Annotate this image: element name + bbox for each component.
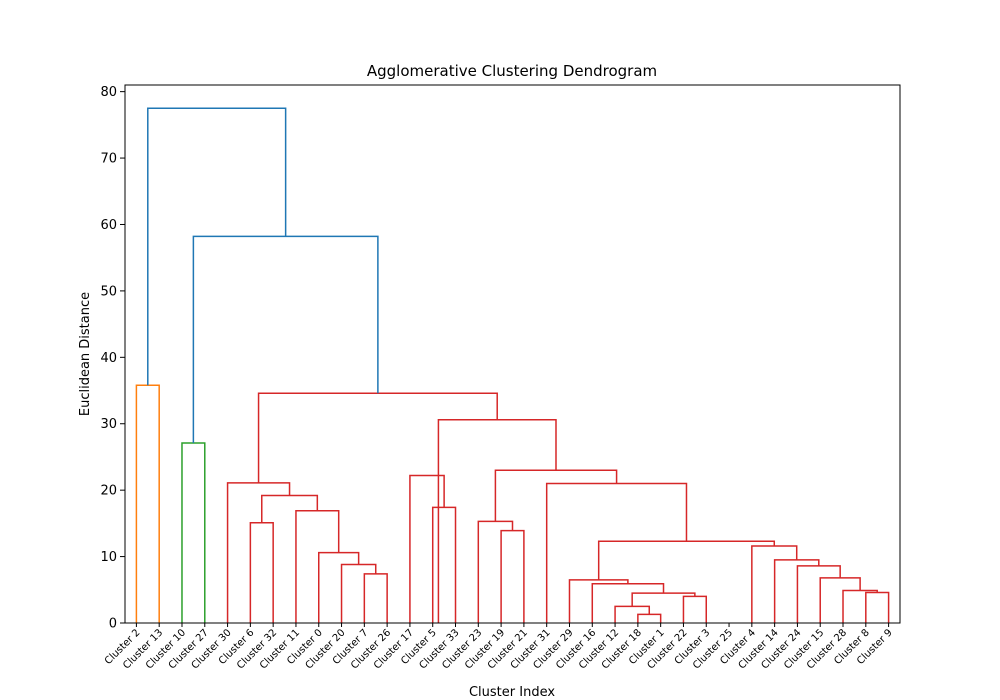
dendrogram-link	[568, 579, 629, 623]
dendrogram-link	[226, 482, 291, 623]
dendrogram-link	[477, 520, 514, 623]
y-tick-label: 10	[100, 550, 117, 565]
dendrogram-link	[192, 235, 379, 444]
plot-frame	[124, 84, 901, 624]
dendrogram-link	[249, 521, 274, 623]
dendrogram-link	[437, 419, 557, 623]
dendrogram-link	[682, 595, 707, 623]
dendrogram-link	[796, 565, 841, 623]
chart-title: Agglomerative Clustering Dendrogram	[367, 62, 657, 80]
y-tick-label: 80	[100, 85, 117, 100]
dendrogram-link	[494, 469, 618, 522]
dendrogram-link	[819, 577, 861, 623]
y-axis: 0 10 20 30 40 50 60 70 80	[100, 85, 125, 632]
y-tick-label: 0	[109, 617, 117, 632]
dendrogram-link	[181, 442, 206, 623]
dendrogram-links	[135, 107, 890, 623]
dendrogram-link	[431, 506, 457, 623]
y-tick-label: 50	[100, 284, 117, 299]
dendrogram-link	[257, 392, 498, 483]
dendrogram-link	[545, 482, 688, 623]
y-tick-label: 60	[100, 218, 117, 233]
dendrogram-link	[409, 474, 445, 623]
y-tick-label: 30	[100, 417, 117, 432]
dendrogram-link	[631, 592, 696, 607]
x-axis-label: Cluster Index	[469, 685, 555, 700]
dendrogram-link	[135, 384, 160, 623]
dendrogram-link	[500, 529, 525, 623]
dendrogram-link	[147, 107, 287, 386]
y-tick-label: 70	[100, 152, 117, 167]
dendrogram-link	[363, 573, 388, 623]
dendrogram-link	[295, 510, 340, 623]
dendrogram-link	[865, 591, 890, 623]
dendrogram-link	[637, 613, 662, 623]
y-tick-label: 40	[100, 351, 117, 366]
dendrogram-link	[318, 551, 360, 623]
dendrogram-link	[597, 540, 776, 580]
dendrogram-link	[261, 494, 319, 523]
y-tick-label: 20	[100, 484, 117, 499]
dendrogram-link	[340, 563, 377, 623]
dendrogram-link	[842, 589, 878, 623]
y-axis-label: Euclidean Distance	[78, 292, 93, 416]
dendrogram-link	[591, 583, 665, 623]
